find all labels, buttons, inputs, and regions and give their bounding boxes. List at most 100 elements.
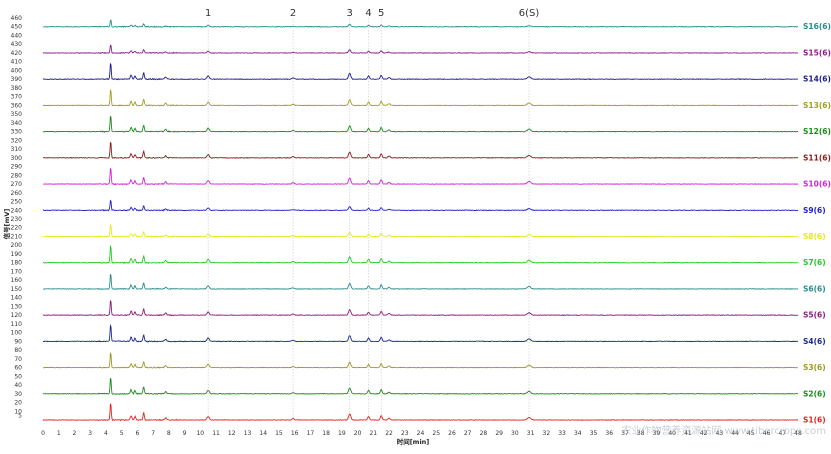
x-tick-label: 10 [196, 430, 204, 437]
series-legend-label: S12(6) [803, 127, 831, 136]
peak-label: 2 [290, 8, 296, 19]
y-tick-label: 30 [14, 391, 22, 398]
y-tick-label: 10 [14, 408, 22, 415]
series-legend-label: S6(6) [803, 284, 826, 293]
x-tick-label: 31 [527, 430, 535, 437]
peak-label: 5 [378, 8, 384, 19]
series-legend-label: S3(6) [803, 363, 826, 372]
x-tick-label: 1 [57, 430, 61, 437]
series-legend-label: S11(6) [803, 153, 831, 162]
y-tick-label: 260 [11, 190, 23, 197]
x-tick-label: 36 [605, 430, 613, 437]
x-tick-label: 37 [621, 430, 629, 437]
series-legend-label: S7(6) [803, 258, 826, 267]
series-legend: S1(6) S2(6) S3(6) S4(6) S5(6) S6(6) S7(6) S8(6)… [803, 22, 831, 424]
series-legend-label: S1(6) [803, 416, 826, 425]
x-tick-label: 15 [275, 430, 283, 437]
x-tick-label: 19 [338, 430, 346, 437]
y-tick-label: 270 [11, 181, 23, 188]
y-axis-title: 信号[mV] [2, 209, 11, 240]
series-line [43, 141, 799, 160]
y-tick-label: 130 [11, 303, 23, 310]
y-tick-label: 80 [14, 347, 22, 354]
series-line [42, 403, 799, 422]
x-tick-label: 23 [401, 430, 409, 437]
series-line [42, 199, 799, 212]
y-tick-label: 400 [11, 67, 23, 74]
x-tick-label: 32 [543, 430, 551, 437]
y-tick-label: 360 [11, 102, 23, 109]
y-tick-label: 50 [14, 373, 22, 380]
x-tick-label: 47 [778, 430, 786, 437]
series-line [43, 223, 799, 238]
x-tick-label: 8 [167, 430, 171, 437]
y-tick-label: 440 [11, 32, 23, 39]
y-tick-label: 90 [14, 338, 22, 345]
x-tick-label: 9 [183, 430, 187, 437]
x-tick-label: 26 [448, 430, 456, 437]
peak-label: 4 [365, 8, 371, 19]
x-axis-title: 时间[min] [397, 437, 430, 446]
x-tick-label: 39 [653, 430, 661, 437]
x-tick-label: 35 [590, 430, 598, 437]
y-tick-label: 250 [11, 199, 23, 206]
y-tick-label: 290 [11, 164, 23, 171]
series-traces [42, 19, 799, 422]
x-tick-label: 38 [637, 430, 645, 437]
x-tick-label: 0 [41, 430, 45, 437]
x-tick-label: 6 [135, 430, 139, 437]
y-tick-label: 60 [14, 365, 22, 372]
x-tick-label: 44 [731, 430, 739, 437]
y-tick-label: 150 [11, 286, 23, 293]
y-tick-label: 410 [11, 59, 23, 66]
x-tick-label: 29 [495, 430, 503, 437]
y-tick-label: 70 [14, 356, 22, 363]
x-tick-label: 45 [747, 430, 755, 437]
y-tick-label: 140 [11, 295, 23, 302]
y-tick-label: 310 [11, 146, 23, 153]
x-tick-label: 33 [558, 430, 566, 437]
y-tick-label: 320 [11, 137, 23, 144]
x-tick-label: 5 [120, 430, 124, 437]
y-tick-label: 370 [11, 94, 23, 101]
y-tick-label: 420 [11, 50, 23, 57]
series-line [43, 351, 799, 369]
y-tick-label: 200 [11, 242, 23, 249]
series-legend-label: S14(6) [803, 75, 831, 84]
x-tick-label: 21 [369, 430, 377, 437]
series-legend-label: S4(6) [803, 337, 826, 346]
y-tick-label: 120 [11, 312, 23, 319]
y-tick-label: 240 [11, 207, 23, 214]
y-tick-label: 450 [11, 24, 23, 31]
y-tick-label: 230 [11, 216, 23, 223]
series-legend-label: S9(6) [803, 206, 826, 215]
series-legend-label: S5(6) [803, 311, 826, 320]
series-line [42, 88, 799, 107]
y-tick-label: 190 [11, 251, 23, 258]
x-tick-label: 24 [417, 430, 425, 437]
watermark-text: 农业作物营养资源站网 www.tibercrops.com [621, 424, 826, 437]
series-line [42, 323, 799, 343]
peak-label: 1 [205, 8, 211, 19]
x-tick-label: 13 [244, 430, 252, 437]
y-tick-label: 100 [11, 330, 23, 337]
series-legend-label: S10(6) [803, 180, 831, 189]
x-tick-label: 22 [385, 430, 393, 437]
x-tick-label: 27 [464, 430, 472, 437]
x-axis-ticks: 0 1 2 3 4 5 6 7 8 9 10 11 12 13 14 15 16 17 18 19 20 21 22 23 24… [41, 430, 802, 437]
y-tick-label: 350 [11, 111, 23, 118]
series-line [42, 168, 799, 186]
x-tick-label: 40 [668, 430, 676, 437]
x-tick-label: 3 [88, 430, 92, 437]
series-legend-label: S16(6) [803, 22, 831, 31]
y-tick-label: 340 [11, 120, 23, 127]
x-tick-label: 34 [574, 430, 582, 437]
y-tick-label: 220 [11, 225, 23, 232]
x-tick-label: 30 [511, 430, 519, 437]
series-legend-label: S8(6) [803, 232, 826, 241]
x-tick-label: 11 [212, 430, 220, 437]
y-tick-label: 40 [14, 382, 22, 389]
peak-label: 3 [347, 8, 353, 19]
